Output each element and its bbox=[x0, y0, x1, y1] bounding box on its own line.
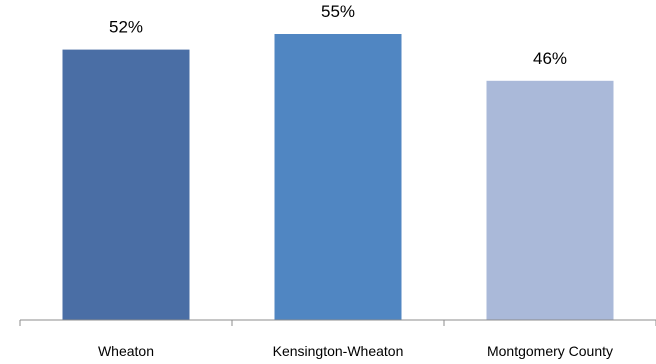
category-label: Kensington-Wheaton bbox=[273, 343, 404, 359]
bar-kensington-wheaton bbox=[274, 34, 402, 320]
x-axis-ticks bbox=[19, 320, 656, 326]
category-label: Wheaton bbox=[98, 343, 154, 359]
data-label: 55% bbox=[321, 2, 355, 21]
bars-group bbox=[62, 34, 614, 320]
category-labels-group: Wheaton Kensington-Wheaton Montgomery Coun… bbox=[98, 343, 613, 359]
data-label: 46% bbox=[533, 49, 567, 68]
bar-wheaton bbox=[62, 49, 190, 320]
category-label: Montgomery County bbox=[487, 343, 613, 359]
data-label: 52% bbox=[109, 18, 143, 37]
bar-montgomery-county bbox=[486, 80, 614, 320]
data-labels-group: 52% 55% 46% bbox=[109, 2, 567, 68]
